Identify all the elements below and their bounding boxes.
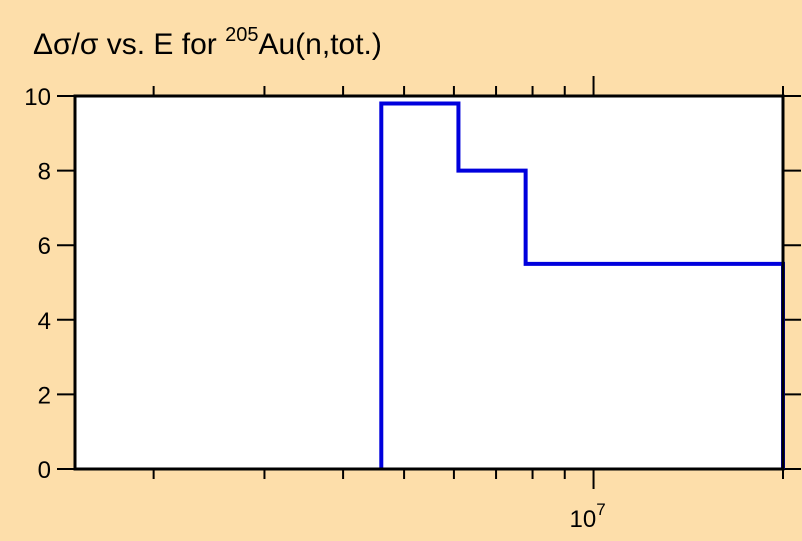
y-tick-label: 2 xyxy=(38,382,51,409)
chart-title-prefix: Δσ/σ vs. E for xyxy=(33,28,225,61)
x-tick-label: 107 xyxy=(570,500,606,533)
y-tick-label: 0 xyxy=(38,457,51,484)
series-layer xyxy=(379,101,785,469)
series-step-line xyxy=(379,101,785,469)
chart-title-superscript: 205 xyxy=(225,24,258,46)
x-axis: 107 xyxy=(152,76,784,533)
y-tick-label: 6 xyxy=(38,233,51,260)
plot-frame xyxy=(73,94,785,471)
chart-title: Δσ/σ vs. E for 205Au(n,tot.) xyxy=(33,24,382,61)
plot-area xyxy=(75,96,783,469)
chart-title-suffix: Au(n,tot.) xyxy=(258,28,381,61)
y-axis: 0 2 4 6 8 10 xyxy=(24,84,801,484)
y-tick-label: 10 xyxy=(24,84,51,111)
y-tick-label: 4 xyxy=(38,308,51,335)
y-tick-label: 8 xyxy=(38,159,51,186)
